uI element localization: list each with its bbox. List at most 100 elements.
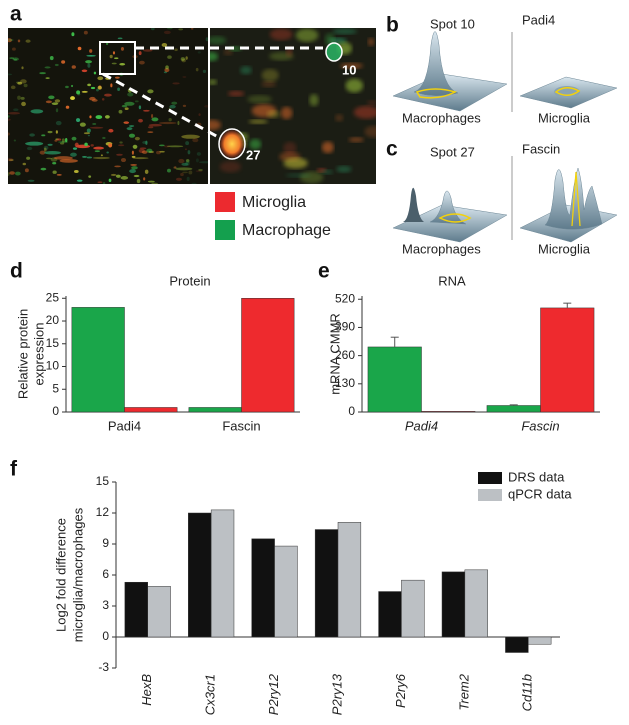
- speckle: [82, 155, 87, 158]
- cell-label: Microglia: [538, 241, 591, 256]
- speckle: [114, 165, 121, 168]
- speckle: [86, 156, 92, 159]
- x-tick-label: Fascin: [222, 418, 260, 433]
- gel-image: [8, 28, 208, 184]
- speckle: [247, 95, 272, 104]
- speckle: [131, 150, 134, 155]
- speckle: [167, 55, 172, 59]
- speckle: [104, 93, 112, 97]
- speckle: [72, 147, 78, 150]
- x-tick-label: P2ry13: [329, 673, 344, 715]
- bar: [274, 545, 298, 638]
- y-tick-label: 260: [335, 348, 355, 362]
- speckle: [163, 145, 171, 148]
- speckle: [40, 167, 47, 171]
- speckle: [185, 161, 190, 166]
- speckle: [54, 63, 59, 67]
- speckle: [10, 85, 16, 90]
- speckle: [89, 115, 92, 119]
- speckle: [90, 86, 96, 90]
- speckle: [12, 47, 16, 51]
- speckle: [54, 99, 61, 103]
- x-tick-label: Fascin: [521, 418, 559, 433]
- speckle: [227, 90, 245, 97]
- bar: [241, 298, 295, 413]
- speckle: [93, 71, 97, 75]
- speckle: [46, 157, 52, 160]
- speckle: [76, 90, 81, 95]
- speckle: [61, 138, 65, 143]
- speckle: [117, 37, 123, 40]
- x-tick-label: Padi4: [108, 418, 141, 433]
- speckle: [150, 28, 155, 31]
- speckle: [55, 108, 59, 113]
- speckle: [248, 119, 268, 124]
- speckle: [181, 134, 200, 139]
- speckle: [93, 146, 105, 150]
- speckle: [25, 39, 31, 43]
- speckle: [59, 158, 78, 163]
- protein-name: Fascin: [522, 141, 560, 156]
- speckle: [8, 157, 14, 162]
- speckle: [124, 107, 129, 111]
- y-axis-label: microglia/macrophages: [70, 507, 85, 642]
- panel-label: c: [386, 138, 398, 161]
- speckle: [128, 125, 135, 127]
- bar: [71, 307, 125, 413]
- y-tick-label: 15: [46, 336, 60, 350]
- speckle: [141, 150, 148, 154]
- y-tick-label: 0: [102, 629, 109, 643]
- chart-title: RNA: [438, 273, 466, 288]
- speckle: [114, 57, 119, 60]
- speckle: [111, 62, 117, 65]
- speckle: [151, 182, 159, 184]
- surface: [519, 167, 618, 243]
- speckle: [108, 143, 113, 148]
- legend-swatch: [478, 489, 502, 501]
- speckle: [8, 38, 12, 43]
- legend: Microglia Macrophage: [215, 192, 331, 240]
- gel-speckles: [8, 28, 208, 184]
- bar: [486, 405, 541, 413]
- speckle: [120, 47, 124, 51]
- y-tick-label: -3: [98, 660, 109, 674]
- speckle: [210, 36, 227, 45]
- speckle: [261, 81, 277, 88]
- speckle: [174, 48, 178, 52]
- speckle: [299, 171, 324, 184]
- speckle: [174, 166, 177, 169]
- speckle: [24, 168, 29, 173]
- speckle: [196, 152, 201, 156]
- speckle: [182, 104, 187, 107]
- speckle: [44, 66, 51, 69]
- cell-label: Microglia: [538, 110, 591, 125]
- speckle: [185, 56, 188, 60]
- speckle: [175, 177, 182, 181]
- y-tick-label: 9: [102, 536, 109, 550]
- speckle: [128, 133, 136, 138]
- speckle: [120, 158, 127, 163]
- spot-blob: [219, 129, 245, 159]
- legend-label: qPCR data: [508, 486, 572, 501]
- bar: [147, 586, 171, 638]
- speckle: [41, 134, 46, 137]
- speckle: [367, 100, 376, 106]
- speckle: [119, 63, 126, 66]
- speckle: [240, 66, 252, 75]
- zoom-line: [102, 72, 221, 140]
- speckle: [109, 54, 113, 59]
- speckle: [172, 82, 180, 85]
- speckle: [65, 105, 70, 109]
- speckle: [136, 178, 141, 184]
- speckle: [124, 101, 135, 106]
- bar: [124, 407, 178, 413]
- bar: [441, 571, 466, 638]
- speckle: [184, 148, 187, 151]
- speckle: [84, 142, 88, 147]
- speckle: [13, 58, 18, 61]
- x-tick-label: Trem2: [456, 673, 471, 710]
- speckle: [64, 138, 68, 143]
- bar: [421, 411, 476, 413]
- speckle: [210, 119, 221, 131]
- speckle: [77, 46, 82, 51]
